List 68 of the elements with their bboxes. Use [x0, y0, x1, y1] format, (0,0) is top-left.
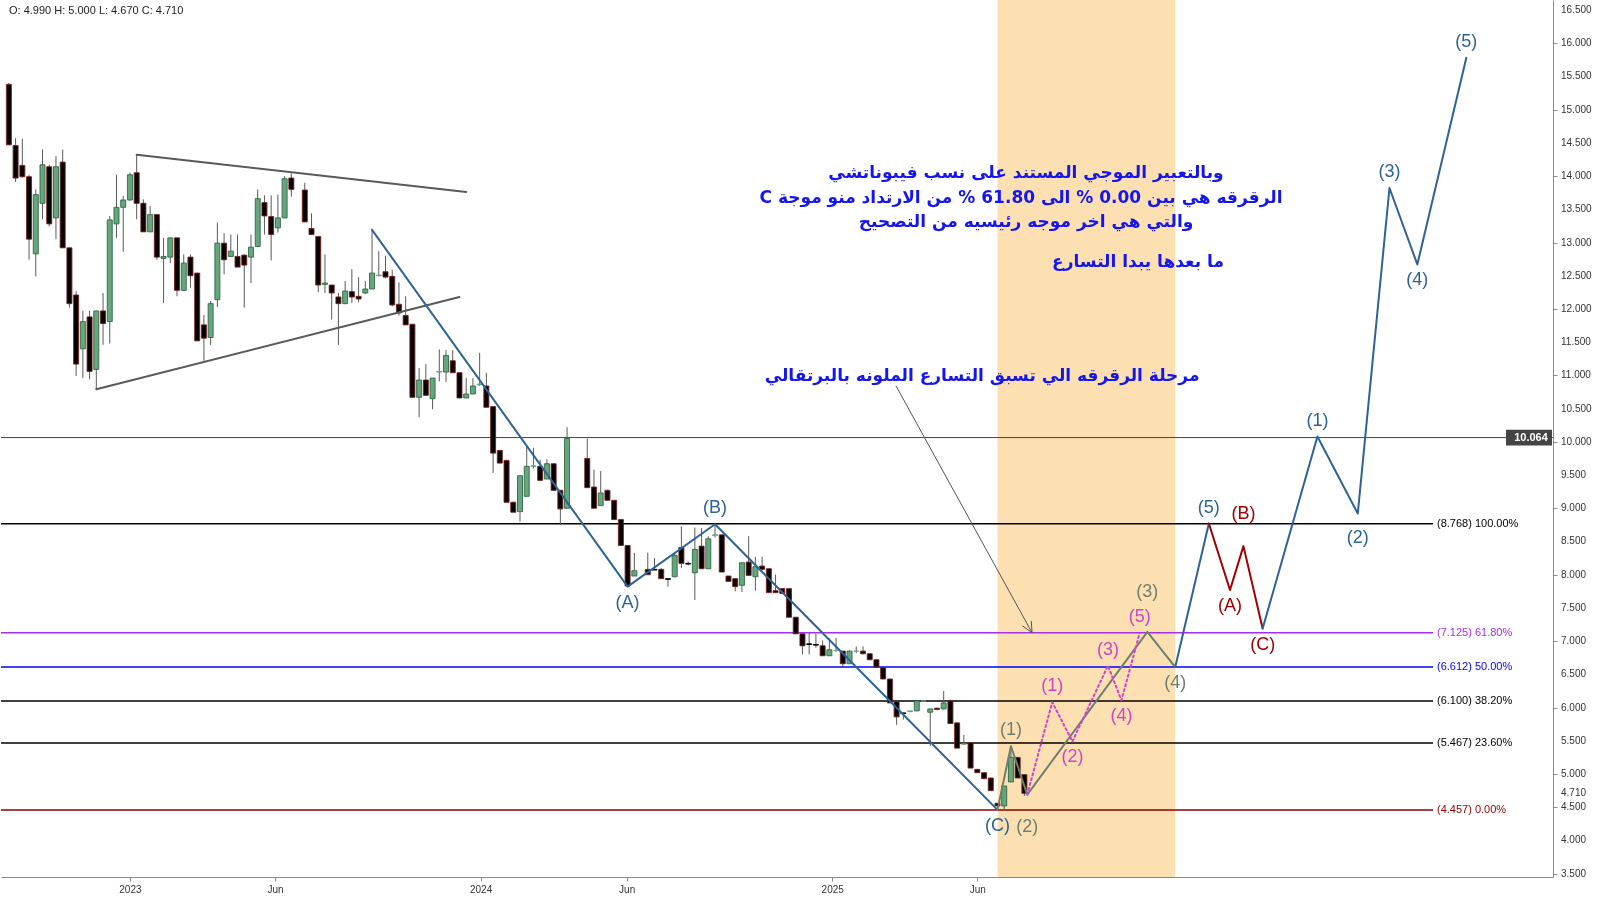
y-tick-label: 3.500 [1561, 867, 1587, 879]
y-tick-label: 9.500 [1561, 469, 1587, 481]
x-tick-label: Jun [969, 883, 986, 895]
x-tick-label: Jun [267, 883, 284, 895]
annotation: مرحلة الرقرقه الي تسبق التسارع الملونه بالبرتقالي [764, 364, 1200, 386]
annotation: (1) [1306, 409, 1329, 430]
y-tick-label: 8.500 [1561, 535, 1587, 547]
ref-line-label: (8.768) 100.00% [1437, 516, 1519, 529]
annotation: (2) [1061, 746, 1084, 767]
y-tick-label: 5.500 [1561, 734, 1587, 746]
y-tick-label: 14.500 [1561, 136, 1593, 148]
y-tick-label: 16.500 [1561, 3, 1593, 15]
annotation: (5) [1128, 606, 1151, 627]
x-tick-label: Jun [619, 883, 636, 895]
annotation: (A) [1217, 594, 1242, 615]
annotation: (5) [1197, 496, 1220, 517]
y-tick-label: 5.000 [1561, 768, 1587, 780]
y-tick-label: 9.000 [1561, 502, 1587, 514]
annotation: (3) [1378, 161, 1401, 182]
y-tick-label: 10.000 [1561, 435, 1593, 447]
annotation: (1) [999, 719, 1022, 740]
annotation: (C) [984, 814, 1010, 835]
y-tick-label: 7.500 [1561, 601, 1587, 613]
y-tick-label: 11.500 [1561, 336, 1592, 348]
y-tick-label: 16.000 [1561, 37, 1593, 49]
annotation: (B) [1231, 503, 1256, 524]
x-tick-label: 2024 [469, 883, 493, 895]
annotation: الرقرقه هي بين 0.00 % الى 61.80 % من الارتداد منو موجة C [759, 187, 1283, 208]
chart-title: O: 4.990 H: 5.000 L: 4.670 C: 4.710 [9, 4, 184, 16]
annotation: ما بعدها يبدا التسارع [1052, 251, 1224, 271]
y-tick-label: 12.000 [1561, 302, 1593, 314]
ref-line-label: (6.612) 50.00% [1437, 659, 1513, 672]
y-tick-label: 11.000 [1561, 369, 1592, 381]
y-tick-label: 4.710 [1561, 787, 1587, 799]
y-tick-label: 13.000 [1561, 236, 1593, 248]
ref-line-label: 10.064 [1514, 430, 1549, 443]
annotation: (5) [1455, 30, 1478, 51]
y-tick-label: 13.500 [1561, 203, 1593, 215]
y-tick-label: 4.500 [1561, 801, 1587, 813]
x-tick-label: 2025 [821, 883, 845, 895]
ref-line-label: (7.125) 61.80% [1437, 625, 1513, 638]
y-tick-label: 6.500 [1561, 668, 1587, 680]
annotation: (3) [1136, 580, 1159, 601]
y-tick-label: 8.000 [1561, 568, 1587, 580]
annotation: (B) [703, 497, 728, 518]
y-tick-label: 14.000 [1561, 170, 1593, 182]
ref-line-label: (4.457) 0.00% [1437, 803, 1507, 816]
y-tick-label: 6.000 [1561, 701, 1587, 713]
y-tick-label: 12.500 [1561, 269, 1593, 281]
x-tick-label: 2023 [119, 883, 142, 895]
annotation: والتي هي اخر موجه رئيسيه من التصحيح [858, 211, 1194, 232]
annotation: (4) [1164, 672, 1187, 693]
annotation: (C) [1250, 633, 1276, 654]
y-tick-label: 4.000 [1561, 834, 1587, 846]
annotation: (1) [1041, 675, 1064, 696]
annotation: (4) [1406, 269, 1429, 290]
annotation: (2) [1016, 815, 1039, 836]
ref-line-label: (5.467) 23.60% [1437, 735, 1513, 748]
annotation: (2) [1346, 526, 1369, 547]
annotation: وبالتعبير الموجي المستند على نسب فيبوناتشي [828, 162, 1224, 183]
y-tick-label: 15.000 [1561, 103, 1593, 115]
annotation: (3) [1096, 638, 1119, 659]
ref-line-label: (6.100) 38.20% [1437, 693, 1513, 706]
y-tick-label: 7.000 [1561, 635, 1587, 647]
annotation: (4) [1110, 705, 1133, 726]
y-tick-label: 10.500 [1561, 402, 1593, 414]
y-tick-label: 15.500 [1561, 70, 1593, 82]
annotation: (A) [615, 591, 640, 612]
